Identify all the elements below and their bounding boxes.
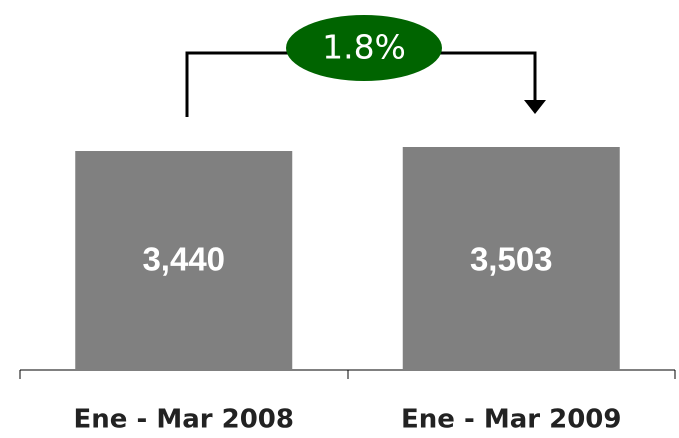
data-label: 3,440 [142,241,225,278]
bracket-right [440,51,537,102]
bracket-left [185,51,288,117]
x-tick-label: Ene - Mar 2008 [74,405,294,435]
change-bracket [185,51,546,117]
arrow-head [524,100,546,114]
change-badge [286,15,442,81]
bar [75,151,293,370]
change-label: 1.8% [322,28,406,67]
bar [402,147,620,370]
x-tick-label: Ene - Mar 2009 [401,405,621,435]
data-label: 3,503 [470,241,553,278]
